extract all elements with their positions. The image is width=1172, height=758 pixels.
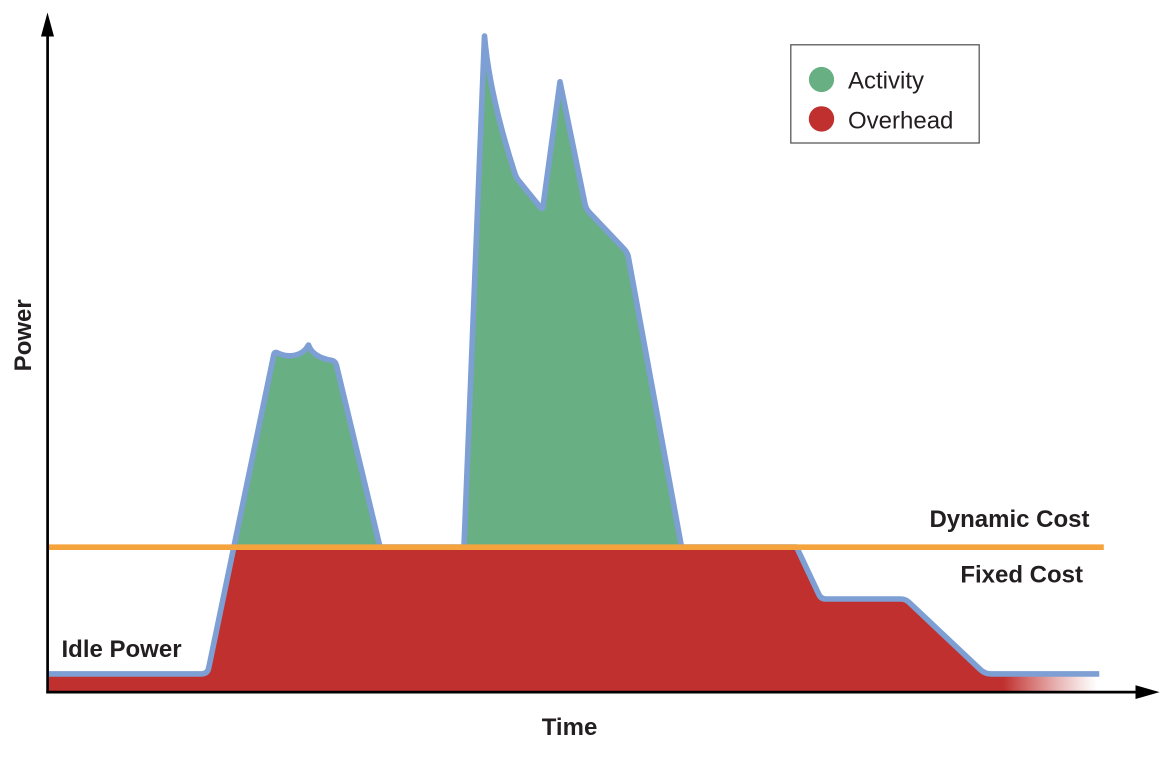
svg-text:Activity: Activity xyxy=(848,68,924,95)
svg-text:Idle Power: Idle Power xyxy=(62,636,182,663)
svg-text:Time: Time xyxy=(542,714,598,741)
svg-text:Overhead: Overhead xyxy=(848,107,953,134)
svg-text:Fixed Cost: Fixed Cost xyxy=(960,561,1083,588)
svg-text:Power: Power xyxy=(10,299,37,371)
svg-text:Dynamic Cost: Dynamic Cost xyxy=(929,506,1089,533)
